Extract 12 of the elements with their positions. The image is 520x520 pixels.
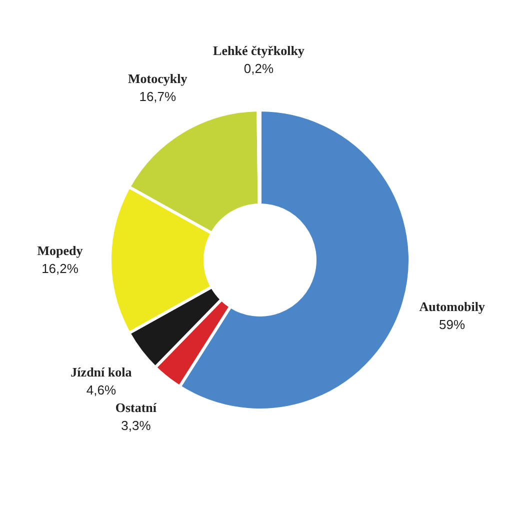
data-label: 4,6% xyxy=(86,382,116,398)
slice-label: Jízdní kola xyxy=(70,364,132,380)
slice-label: Motocykly xyxy=(128,71,188,86)
data-label: 0,2% xyxy=(244,61,274,76)
slice-label: Ostatní xyxy=(115,400,157,415)
data-label: 59% xyxy=(439,316,466,332)
data-label: 16,7% xyxy=(139,89,177,104)
slice-label: Mopedy xyxy=(37,243,84,258)
slice-label: Lehké čtyřkolky xyxy=(213,43,305,58)
data-label: 3,3% xyxy=(121,418,152,433)
slice-label: Automobily xyxy=(419,298,486,314)
data-label: 16,2% xyxy=(42,261,79,276)
